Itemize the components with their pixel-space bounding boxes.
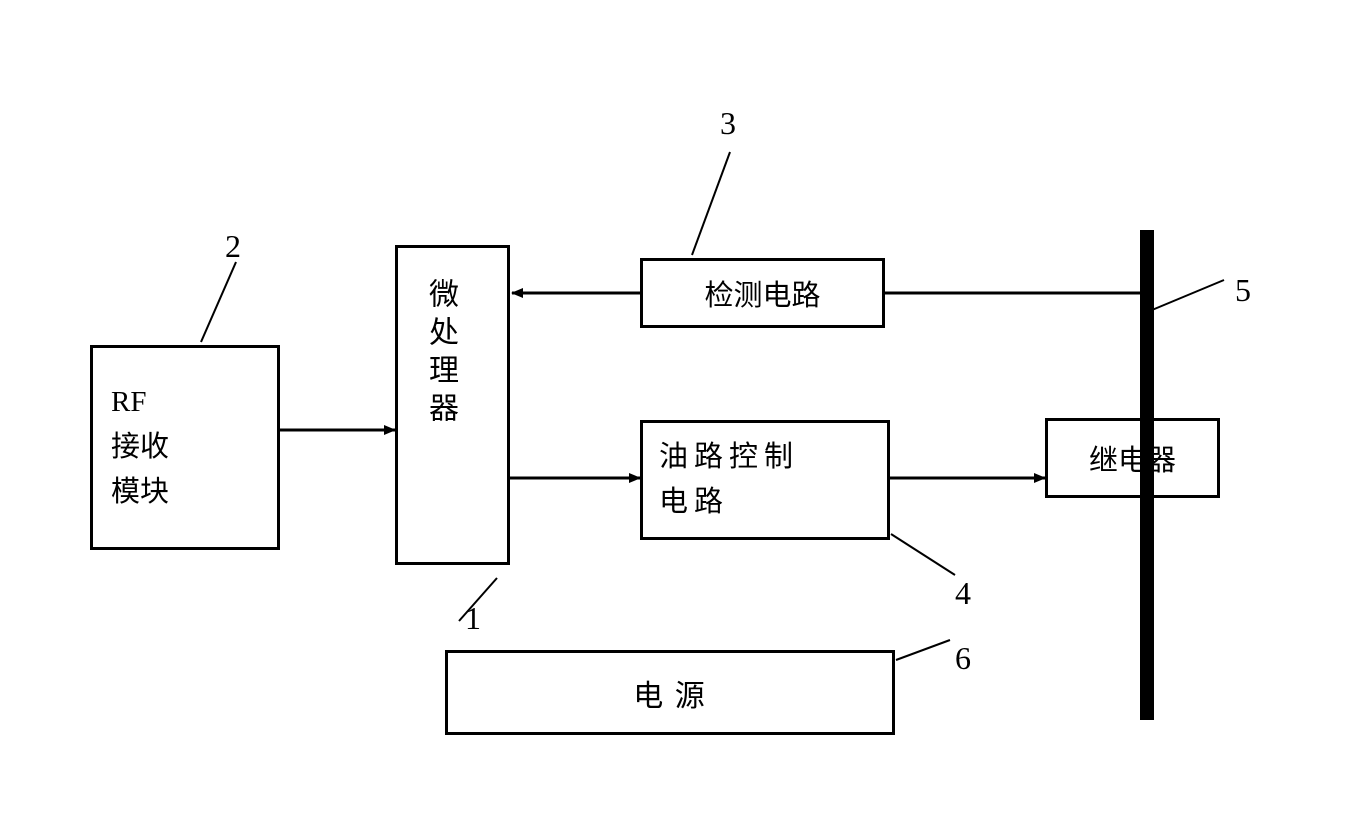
node-power-supply: 电 源 — [445, 650, 895, 735]
node-relay: 继电器 — [1045, 418, 1220, 498]
label-6: 6 — [955, 640, 971, 677]
node-oil-control-circuit: 油路控制 电路 — [640, 420, 890, 540]
leader-6 — [896, 640, 950, 660]
label-3: 3 — [720, 105, 736, 142]
leader-5 — [1152, 280, 1224, 310]
node-detection-circuit: 检测电路 — [640, 258, 885, 328]
leader-4 — [891, 534, 955, 575]
node-relay-label: 继电器 — [1089, 437, 1176, 479]
leader-3 — [692, 152, 730, 255]
label-4: 4 — [955, 575, 971, 612]
label-5: 5 — [1235, 272, 1251, 309]
node-oil-line1: 油路控制 — [659, 435, 799, 480]
node-rf-line2: 接收 — [111, 425, 169, 470]
node-power-label: 电 源 — [633, 671, 707, 715]
node-detect-label: 检测电路 — [704, 272, 820, 314]
node-rf-line1: RF — [111, 380, 146, 425]
node-rf-receiver: RF 接收 模块 — [90, 345, 280, 550]
node-microprocessor: 微处理器 — [395, 245, 510, 565]
node-rf-line3: 模块 — [111, 470, 169, 515]
node-mcu-label: 微处理器 — [418, 278, 462, 430]
leader-2 — [201, 262, 236, 342]
diagram-canvas: RF 接收 模块 微处理器 检测电路 油路控制 电路 继电器 电 源 1 2 3… — [0, 0, 1368, 828]
vertical-bar — [1140, 230, 1154, 720]
label-2: 2 — [225, 228, 241, 265]
node-oil-line2: 电路 — [659, 480, 729, 525]
label-1: 1 — [465, 600, 481, 637]
